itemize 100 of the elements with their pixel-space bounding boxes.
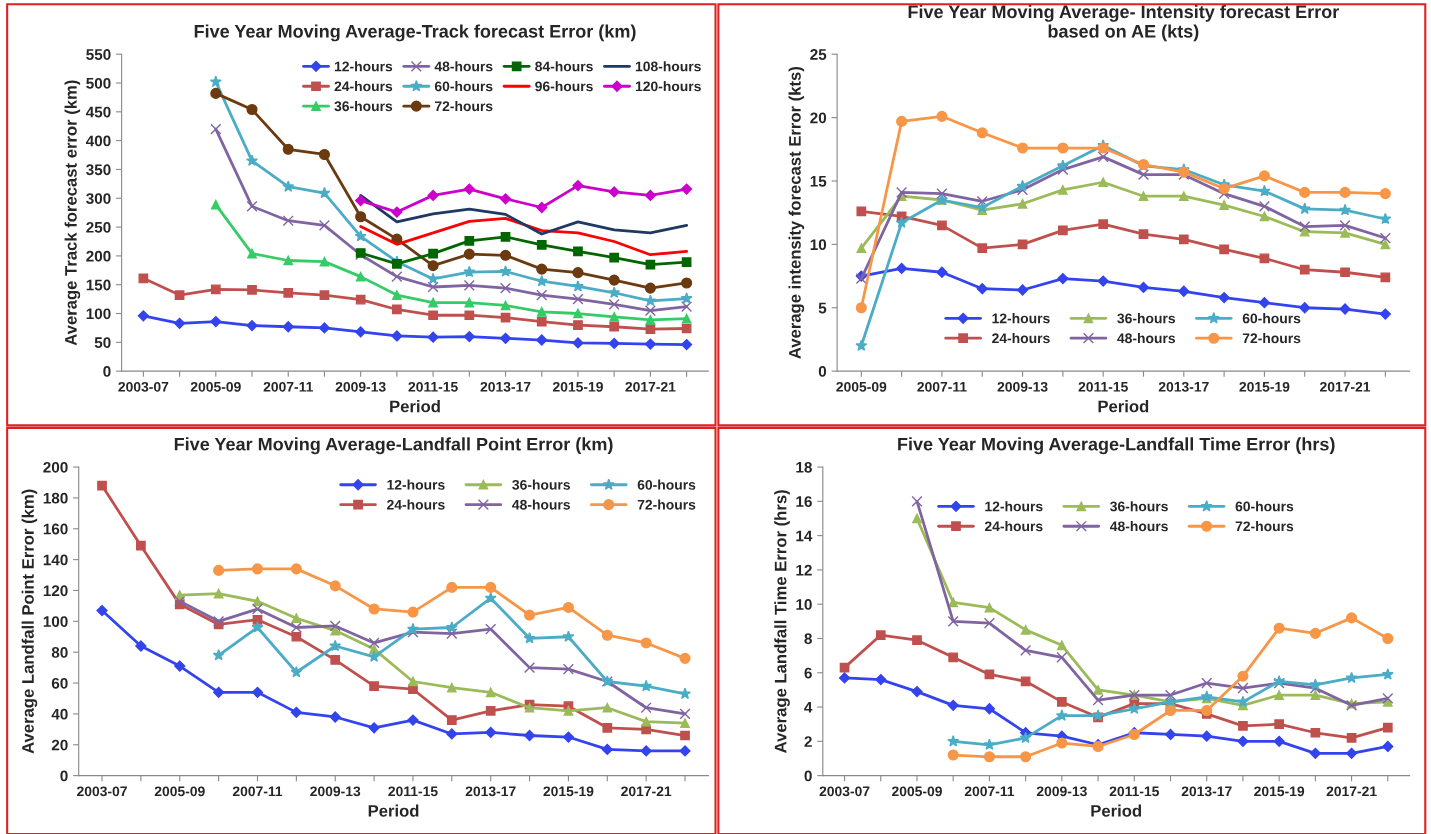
legend-label: 12-hours xyxy=(985,501,1043,512)
chart-title: Five Year Moving Average- Intensity forecast Error based on AE (kts) xyxy=(908,4,1339,42)
y-tick-label: 10 xyxy=(796,599,812,610)
x-tick-label: 2013-17 xyxy=(1158,381,1209,392)
x-tick-label: 2003-07 xyxy=(77,786,127,797)
x-tick-label: 2005-09 xyxy=(154,786,205,797)
y-tick-label: 80 xyxy=(51,647,68,658)
x-axis-title: Period xyxy=(390,400,440,413)
x-tick-label: 2017-21 xyxy=(625,381,676,392)
legend-label: 48-hours xyxy=(1109,521,1168,532)
x-tick-label: 2017-21 xyxy=(1320,381,1371,392)
y-tick-label: 0 xyxy=(804,770,812,782)
y-tick-label: 300 xyxy=(86,193,111,204)
legend-label: 48-hours xyxy=(434,61,493,72)
x-tick-label: 2005-09 xyxy=(836,381,887,392)
x-tick-label: 2007-11 xyxy=(964,786,1015,797)
y-axis-title: Average intensity forecast Error (kts) xyxy=(788,66,805,359)
x-tick-label: 2013-17 xyxy=(480,381,531,392)
y-tick-label: 2 xyxy=(804,736,812,747)
legend-label: 72-hours xyxy=(637,499,696,510)
y-axis-title: Average Landfall Time Error (hrs) xyxy=(774,490,790,753)
y-tick-label: 8 xyxy=(804,633,812,645)
x-tick-label: 2003-07 xyxy=(819,786,870,797)
x-tick-label: 2011-15 xyxy=(1109,786,1160,797)
x-tick-label: 2005-09 xyxy=(891,786,942,797)
x-tick-label: 2013-17 xyxy=(465,786,516,797)
y-tick-label: 60 xyxy=(51,677,68,689)
x-axis-title: Period xyxy=(1091,804,1142,817)
y-tick-label: 180 xyxy=(43,492,68,504)
x-tick-label: 2005-09 xyxy=(190,381,241,392)
y-tick-label: 18 xyxy=(796,461,812,473)
x-axis-title: Period xyxy=(1098,400,1149,413)
legend-label: 24-hours xyxy=(992,333,1050,344)
y-tick-label: 40 xyxy=(51,708,68,720)
y-tick-label: 0 xyxy=(60,770,68,782)
y-tick-label: 400 xyxy=(85,135,111,147)
legend-label: 36-hours xyxy=(1117,313,1176,324)
x-tick-label: 2011-15 xyxy=(408,381,458,392)
legend-label: 24-hours xyxy=(334,81,393,92)
x-tick-label: 2013-17 xyxy=(1181,786,1232,797)
x-tick-label: 2007-11 xyxy=(263,381,313,392)
y-tick-label: 6 xyxy=(804,667,812,679)
y-tick-label: 4 xyxy=(804,702,813,713)
y-tick-label: 15 xyxy=(810,176,827,187)
legend-label: 72-hours xyxy=(434,100,493,112)
x-axis-title: Period xyxy=(368,804,419,817)
x-tick-label: 2015-19 xyxy=(552,381,603,392)
legend-label: 60-hours xyxy=(1235,501,1294,512)
y-tick-label: 150 xyxy=(86,279,111,291)
legend-label: 12-hours xyxy=(992,313,1050,324)
x-tick-label: 2015-19 xyxy=(1254,786,1305,797)
x-tick-label: 2009-13 xyxy=(997,381,1048,392)
legend-label: 24-hours xyxy=(984,521,1043,532)
x-tick-label: 2007-11 xyxy=(232,786,283,797)
y-tick-label: 200 xyxy=(86,250,111,262)
y-tick-label: 25 xyxy=(810,49,827,60)
legend-label: 36-hours xyxy=(1110,501,1168,512)
y-tick-label: 550 xyxy=(86,49,111,60)
legend-label: 60-hours xyxy=(1242,313,1301,324)
y-tick-label: 0 xyxy=(818,366,827,377)
legend-label: 96-hours xyxy=(535,81,593,92)
y-tick-label: 14 xyxy=(796,530,813,542)
x-tick-label: 2003-07 xyxy=(118,381,169,392)
x-tick-label: 2009-13 xyxy=(1036,786,1087,797)
legend-label: 60-hours xyxy=(637,479,696,490)
y-tick-label: 20 xyxy=(51,739,68,751)
y-tick-label: 16 xyxy=(796,496,812,508)
legend-label: 24-hours xyxy=(387,499,445,510)
y-tick-label: 100 xyxy=(43,616,68,628)
y-tick-label: 12 xyxy=(796,564,812,576)
y-tick-label: 250 xyxy=(86,221,111,233)
y-tick-label: 140 xyxy=(43,554,68,566)
legend-label: 72-hours xyxy=(1235,521,1294,532)
legend-label: 36-hours xyxy=(334,100,393,112)
legend-label: 120-hours xyxy=(635,81,701,92)
legend-label: 48-hours xyxy=(512,499,570,510)
chart-title: Five Year Moving Average-Track forecast Error (km) xyxy=(194,24,636,42)
chart-title: Five Year Moving Average-Landfall Time Error (hrs) xyxy=(898,437,1335,455)
y-tick-label: 200 xyxy=(43,461,68,473)
y-tick-label: 160 xyxy=(43,523,68,535)
x-tick-label: 2009-13 xyxy=(335,381,386,392)
legend-label: 72-hours xyxy=(1242,333,1301,344)
legend-label: 12-hours xyxy=(334,61,393,72)
y-tick-label: 100 xyxy=(86,308,111,320)
x-tick-label: 2011-15 xyxy=(388,786,438,797)
y-tick-label: 500 xyxy=(86,77,111,89)
x-tick-label: 2015-19 xyxy=(543,786,594,797)
y-tick-label: 450 xyxy=(85,106,111,118)
legend-label: 60-hours xyxy=(434,81,493,92)
x-tick-label: 2017-21 xyxy=(1326,786,1377,797)
y-tick-label: 10 xyxy=(810,239,827,251)
y-tick-label: 350 xyxy=(86,164,111,176)
y-tick-label: 120 xyxy=(43,585,68,597)
y-tick-label: 50 xyxy=(94,337,111,349)
x-tick-label: 2015-19 xyxy=(1239,381,1290,392)
legend-label: 108-hours xyxy=(635,61,701,72)
y-tick-label: 20 xyxy=(810,112,827,124)
legend-label: 84-hours xyxy=(535,61,593,72)
y-axis-title: Average Landfall Point Error (km) xyxy=(21,489,38,754)
legend-label: 12-hours xyxy=(387,479,445,490)
